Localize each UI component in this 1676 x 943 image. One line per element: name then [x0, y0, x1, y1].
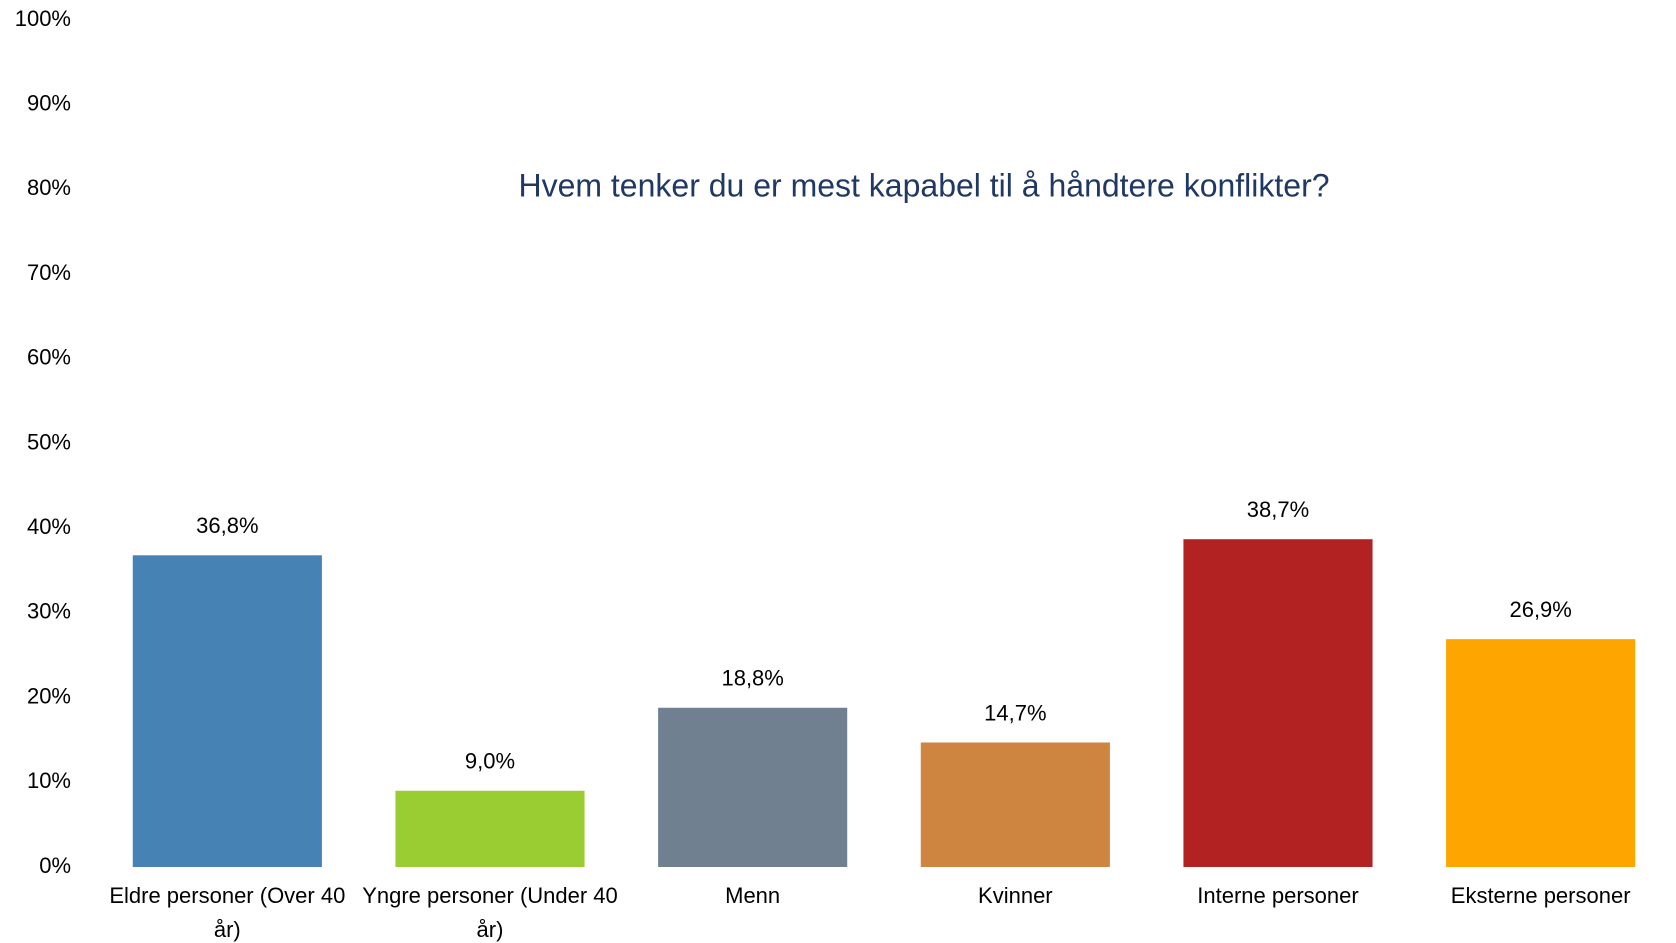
y-tick-label: 70% [27, 260, 71, 285]
data-label: 36,8% [196, 513, 258, 538]
y-tick-label: 50% [27, 429, 71, 454]
y-tick-label: 40% [27, 514, 71, 539]
y-tick-label: 90% [27, 91, 71, 116]
x-tick-group: Eksterne personer [1450, 883, 1631, 908]
y-tick-label: 80% [27, 175, 71, 200]
y-tick-label: 20% [27, 683, 71, 708]
x-tick-group: Kvinner [978, 883, 1053, 908]
x-tick-label: Eldre personer (Over 40 år) [109, 883, 346, 942]
x-tick-label: Eksterne personer [1450, 883, 1631, 908]
y-tick-label: 60% [27, 345, 71, 370]
bar [658, 707, 848, 867]
x-tick-group: Eldre personer (Over 40 år) [109, 883, 346, 942]
data-label: 26,9% [1509, 597, 1571, 622]
x-tick-group: Interne personer [1197, 883, 1359, 908]
x-tick-group: Menn [725, 883, 781, 908]
bar [1446, 639, 1636, 867]
bar [395, 790, 585, 867]
y-tick-label: 10% [27, 768, 71, 793]
data-label: 14,7% [984, 700, 1046, 725]
y-tick-label: 100% [15, 6, 71, 31]
data-label: 9,0% [465, 749, 515, 774]
bar [1183, 539, 1373, 867]
bar [920, 742, 1110, 867]
x-tick-label: Menn [725, 883, 781, 908]
data-label: 38,7% [1247, 497, 1309, 522]
x-tick-group: Yngre personer (Under 40 år) [362, 883, 618, 942]
x-tick-label: Interne personer [1197, 883, 1359, 908]
bar [132, 555, 322, 867]
y-tick-label: 30% [27, 599, 71, 624]
x-tick-label: Kvinner [978, 883, 1053, 908]
data-label: 18,8% [721, 666, 783, 691]
x-tick-label: Yngre personer (Under 40 år) [362, 883, 618, 942]
y-tick-label: 0% [39, 853, 71, 878]
chart-title: Hvem tenker du er mest kapabel til å hån… [518, 167, 1329, 203]
